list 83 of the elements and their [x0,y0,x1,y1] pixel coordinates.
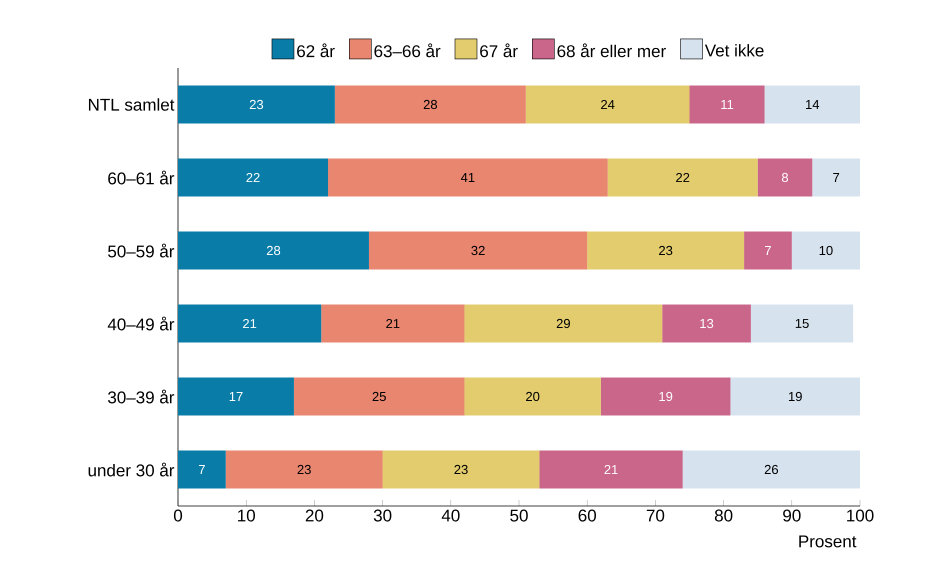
x-tick-label: 10 [238,510,255,522]
bar [178,232,369,270]
bar [758,158,812,197]
bar [526,86,690,124]
data-label: 22 [676,172,690,182]
data-label: 28 [266,246,280,256]
legend-label: 63–66 år [374,43,440,58]
x-tick-label: 100 [847,510,874,522]
legend-label: Vet ikke [704,44,764,57]
data-label: 32 [471,246,485,256]
bar [812,158,860,197]
bar [321,304,464,343]
bar [464,304,662,343]
x-axis-title: Prosent [799,536,856,548]
y-tick-label: 50–59 år [108,244,174,258]
x-tick-label: 40 [442,510,460,522]
data-label: 20 [526,392,540,402]
x-tick-label: 70 [646,510,664,522]
data-label: 14 [806,100,820,109]
bar [744,232,792,270]
legend-label: 67 år [480,43,518,58]
data-label: 15 [796,318,809,328]
y-tick-label: 60–61 år [108,170,174,184]
bar [334,86,526,124]
bar [294,378,464,416]
bar [178,158,328,197]
data-label: 28 [424,100,438,110]
bar [178,450,226,489]
x-tick-label: 60 [578,510,596,522]
x-tick-label: 0 [174,510,182,522]
data-label: 10 [820,246,833,256]
data-label: 7 [833,173,840,182]
data-label: 8 [782,172,788,182]
x-tick-label: 50 [510,510,528,522]
y-tick-label: NTL samlet [88,98,174,111]
data-label: 23 [250,100,264,110]
bar [750,304,854,343]
data-label: 25 [372,392,386,402]
y-tick-label: under 30 år [88,462,174,476]
bar [178,378,294,416]
bar [539,450,683,489]
data-label: 7 [198,465,205,474]
bar [600,378,730,416]
bar [682,450,860,489]
y-tick-label: 40–49 år [108,316,174,330]
data-label: 17 [230,392,243,401]
bar [368,232,588,270]
data-label: 23 [298,464,311,474]
data-label: 29 [556,318,570,328]
bar [690,86,765,124]
bar [464,378,601,416]
data-label: 21 [243,318,256,328]
data-label: 21 [604,464,618,474]
legend-label: 68 år eller mer [557,43,666,58]
data-label: 19 [659,392,672,402]
data-label: 22 [246,172,260,182]
data-label: 19 [788,392,802,402]
bar [178,86,335,124]
bar [587,232,744,270]
x-tick-label: 30 [374,510,392,522]
data-label: 26 [764,464,778,474]
data-label: 7 [764,246,771,255]
data-label: 11 [721,100,734,109]
bar [792,232,860,270]
bar [608,158,758,197]
data-label: 23 [659,246,672,256]
data-label: 13 [700,318,714,328]
data-label: 21 [386,318,400,328]
data-label: 41 [460,173,474,182]
x-tick-label: 90 [783,510,801,522]
bar [730,378,860,416]
bar [764,86,860,124]
x-tick-label: 20 [306,510,324,522]
legend-label: 62 år [297,43,335,58]
bar [226,450,383,489]
bar [178,304,322,343]
bar [382,450,540,489]
x-tick-label: 80 [714,510,732,522]
bar [662,304,751,343]
data-label: 24 [601,100,615,110]
bar [328,158,608,197]
y-tick-label: 30–39 år [108,390,174,404]
data-label: 23 [454,464,468,474]
